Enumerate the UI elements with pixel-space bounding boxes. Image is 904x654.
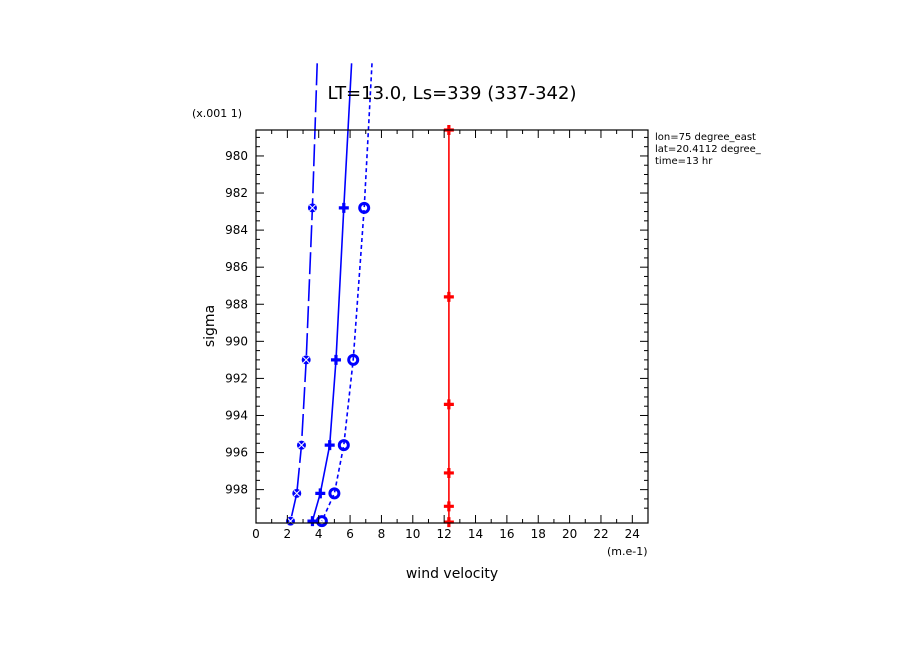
x-tick-label: 14 (468, 527, 483, 541)
series-line-1 (289, 63, 318, 522)
data-point-plus (338, 202, 349, 213)
y-tick-label: 984 (225, 223, 248, 237)
plot-frame (255, 129, 649, 524)
data-point-plus (315, 488, 326, 499)
x-tick-label: 12 (437, 527, 452, 541)
data-point-plus (443, 467, 454, 478)
x-tick-label: 18 (531, 527, 546, 541)
data-point-plus (324, 440, 335, 451)
y-tick-label: 994 (225, 408, 248, 422)
y-tick-label: 988 (225, 297, 248, 311)
x-tick-label: 20 (562, 527, 577, 541)
y-axis-label: sigma (202, 305, 218, 347)
x-axis-label: wind velocity (406, 566, 498, 582)
info-line-lon: lon=75 degree_east (655, 132, 756, 143)
y-tick-label: 998 (225, 483, 248, 497)
y-tick-label: 980 (225, 149, 248, 163)
info-line-time: time=13 hr (655, 156, 713, 167)
data-point-x (296, 440, 306, 450)
x-tick-label: 24 (625, 527, 640, 541)
series-line-3 (321, 63, 373, 522)
y-tick-label: 982 (225, 186, 248, 200)
x-tick-label: 16 (499, 527, 514, 541)
data-point-circle (358, 201, 371, 214)
x-tick-label: 10 (405, 527, 420, 541)
x-tick-label: 0 (252, 527, 260, 541)
data-point-plus (330, 354, 341, 365)
data-point-plus (307, 516, 318, 527)
y-tick-label: 990 (225, 334, 248, 348)
data-point-plus (443, 291, 454, 302)
y-tick-label: 992 (225, 371, 248, 385)
ticks-layer: 0 2 4 6 8 10 12 14 16 18 20 22 249809829849869889909… (225, 130, 649, 541)
data-point-circle (328, 487, 341, 500)
data-point-circle (315, 515, 328, 528)
data-point-plus (443, 399, 454, 410)
chart-title: LT=13.0, Ls=339 (337-342) (328, 83, 577, 104)
x-tick-label: 6 (346, 527, 354, 541)
x-tick-label: 2 (284, 527, 292, 541)
data-point-circle (337, 439, 350, 452)
x-unit-label: (m.e-1) (607, 545, 648, 558)
data-point-plus (443, 517, 454, 528)
y-unit-label: (x.001 1) (192, 107, 242, 120)
x-tick-label: 4 (315, 527, 323, 541)
data-point-x (301, 355, 311, 365)
data-point-circle (347, 353, 360, 366)
x-tick-label: 22 (593, 527, 608, 541)
data-point-x (292, 488, 302, 498)
y-tick-label: 986 (225, 260, 248, 274)
x-tick-label: 8 (378, 527, 386, 541)
y-tick-label: 996 (225, 446, 248, 460)
info-line-lat: lat=20.4112 degree_ (655, 144, 762, 155)
data-point-plus (443, 501, 454, 512)
data-point-x (307, 203, 317, 213)
